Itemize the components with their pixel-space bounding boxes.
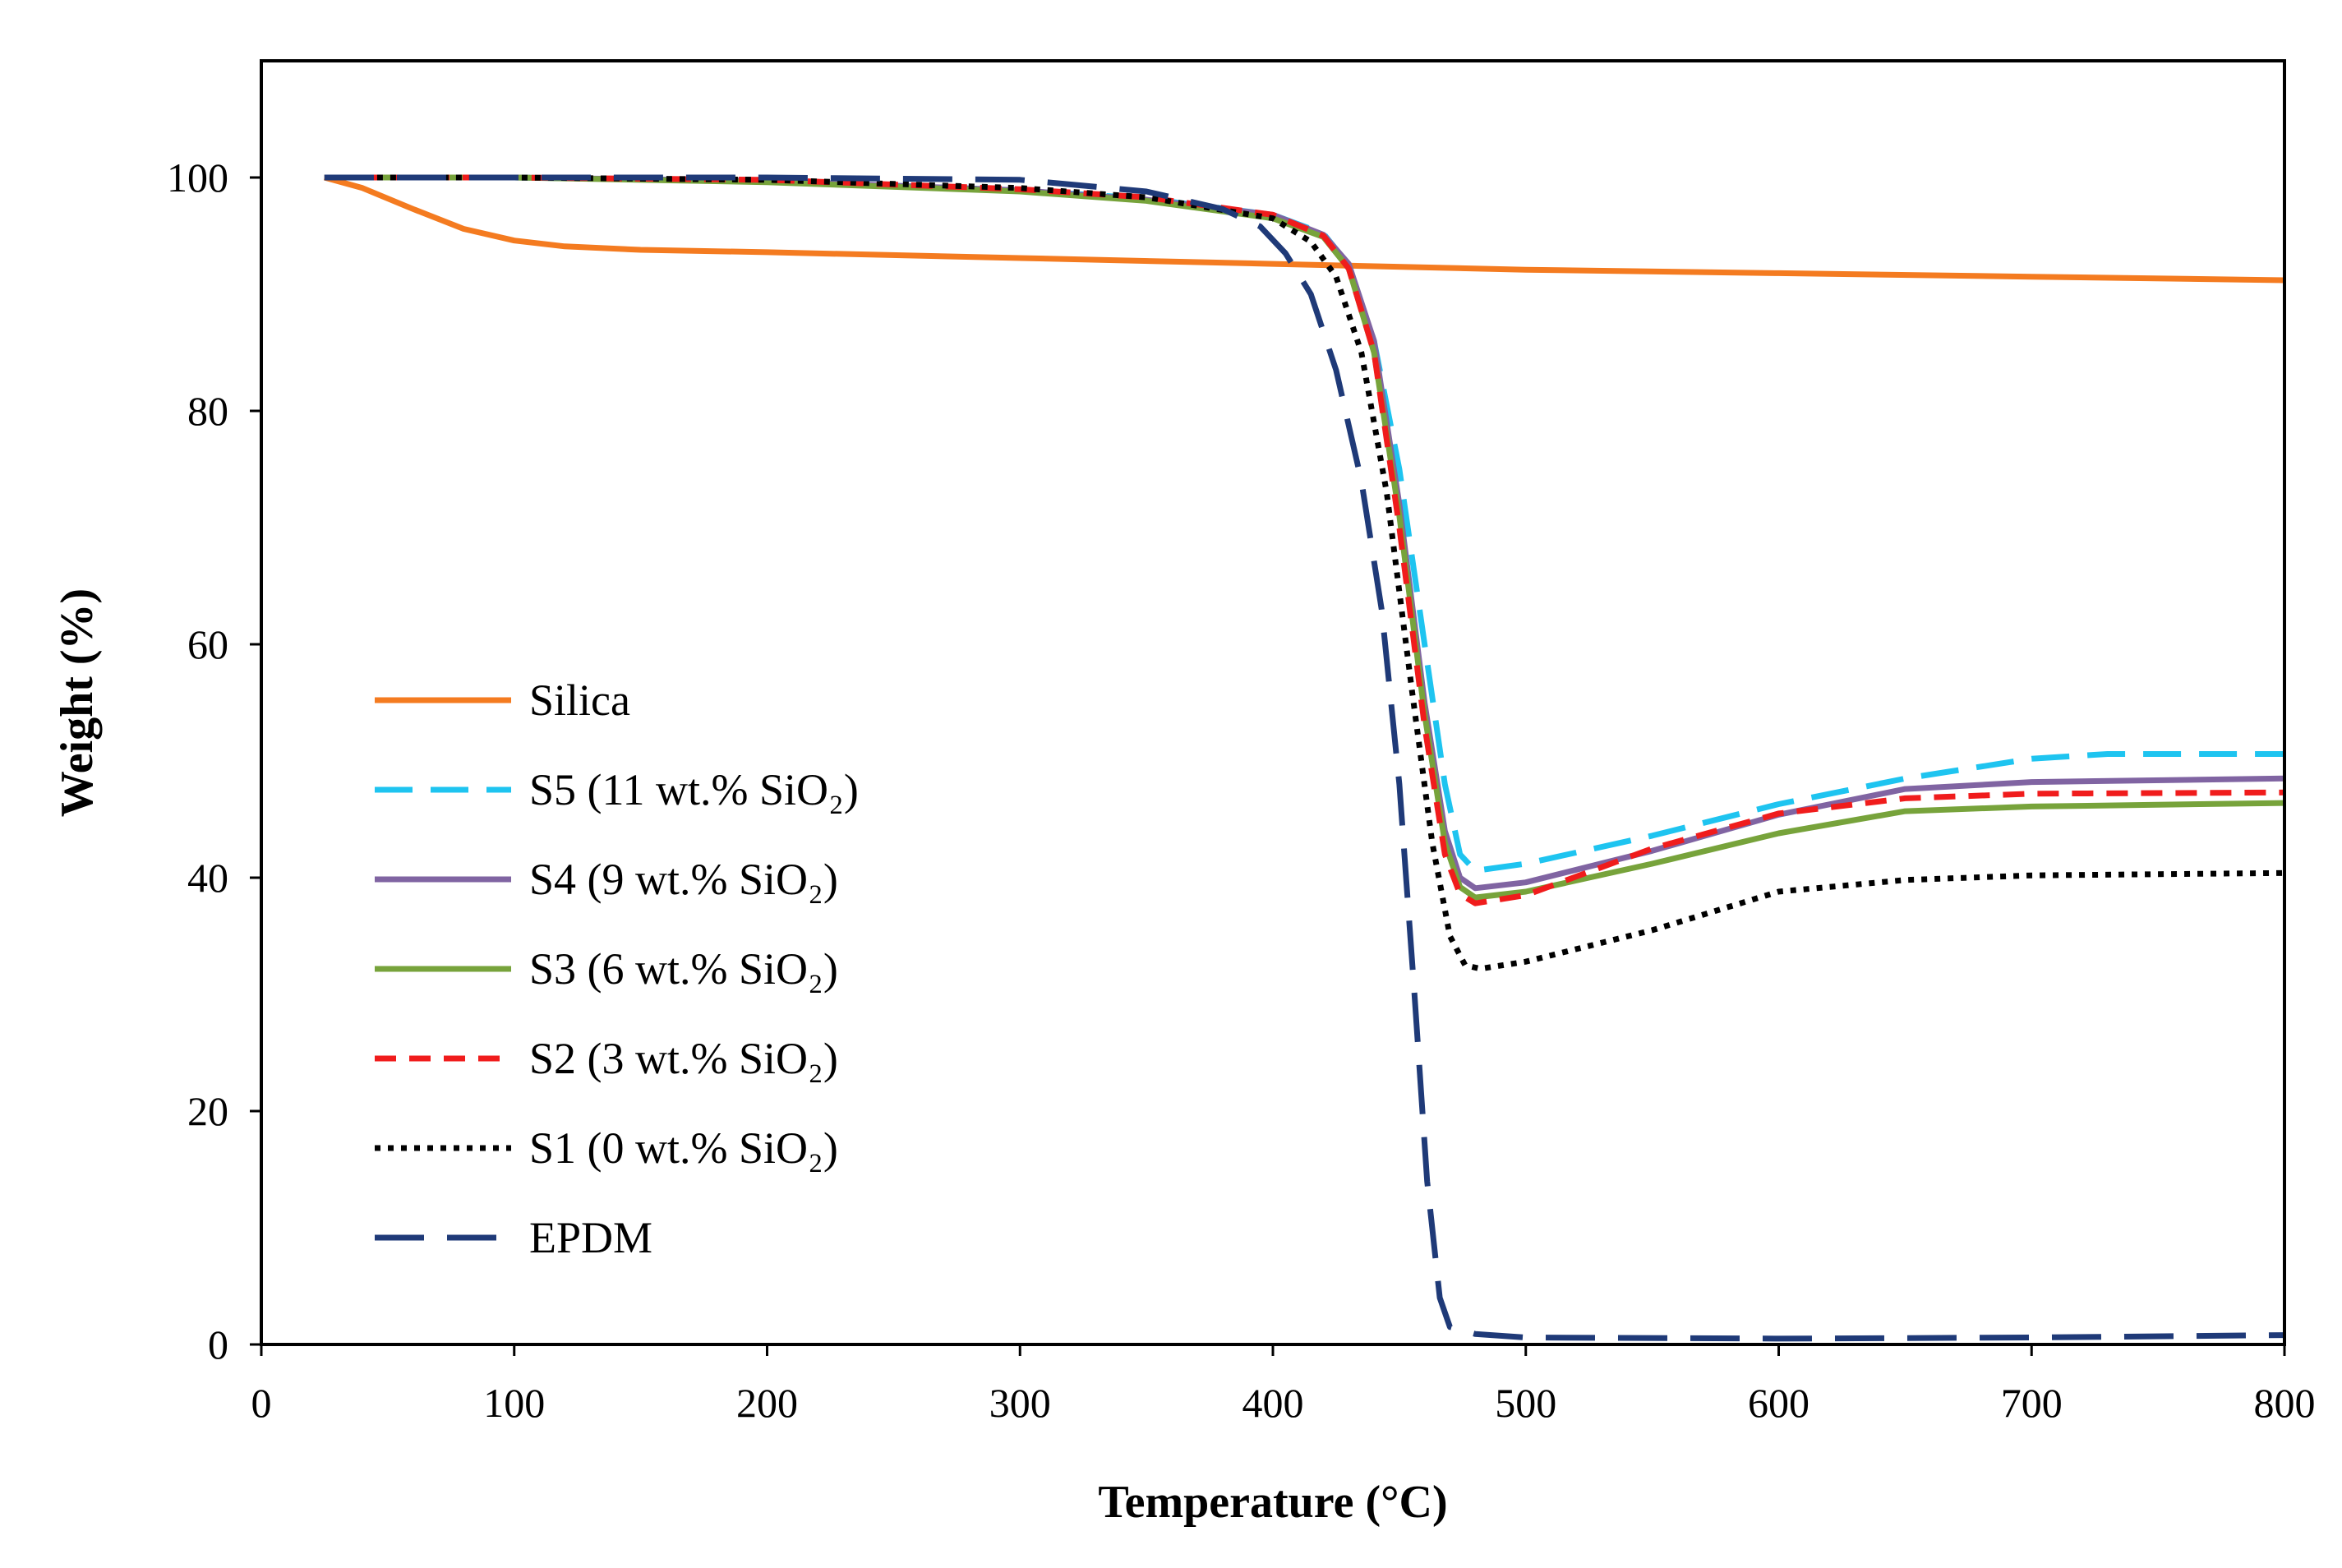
x-tick-label: 600 (1748, 1380, 1810, 1426)
legend-label-s5: S5 (11 wt.% SiO₂) (529, 765, 859, 814)
y-tick-label: 0 (208, 1321, 228, 1367)
x-tick-label: 800 (2254, 1380, 2316, 1426)
x-tick-label: 400 (1242, 1380, 1304, 1426)
legend-label-s1: S1 (0 wt.% SiO₂) (529, 1123, 838, 1173)
y-tick-label: 100 (167, 154, 228, 201)
series-line-s1 (324, 174, 2285, 972)
x-tick-label: 100 (483, 1380, 545, 1426)
y-tick-label: 20 (187, 1088, 228, 1134)
x-axis-title: Temperature (°C) (1098, 1477, 1447, 1528)
x-tick-label: 700 (2001, 1380, 2063, 1426)
legend-label-s4: S4 (9 wt.% SiO₂) (529, 855, 838, 904)
y-tick-label: 60 (187, 621, 228, 667)
series-line-silica (323, 174, 2285, 284)
x-tick-label: 200 (736, 1380, 798, 1426)
legend-label-epdm: EPDM (529, 1213, 652, 1262)
y-tick-label: 80 (187, 388, 228, 434)
legend: Silica S5 (11 wt.% SiO₂) S4 (9 wt.% SiO₂) S… (375, 676, 859, 1262)
legend-label-s2: S2 (3 wt.% SiO₂) (529, 1034, 838, 1083)
x-tick-label: 500 (1495, 1380, 1556, 1426)
series-line-epdm (324, 174, 2285, 1342)
y-axis-title: Weight (%) (52, 588, 103, 817)
legend-label-silica: Silica (529, 676, 630, 725)
series-layer (323, 174, 2285, 1342)
legend-label-s3: S3 (6 wt.% SiO₂) (529, 944, 838, 994)
x-tick-label: 300 (989, 1380, 1051, 1426)
x-tick-label: 0 (251, 1380, 272, 1426)
axis-layer: 0 100 200 300 400 500 600 700 800 0 20 40 60 80 100 (167, 59, 2316, 1426)
y-tick-label: 40 (187, 855, 228, 901)
